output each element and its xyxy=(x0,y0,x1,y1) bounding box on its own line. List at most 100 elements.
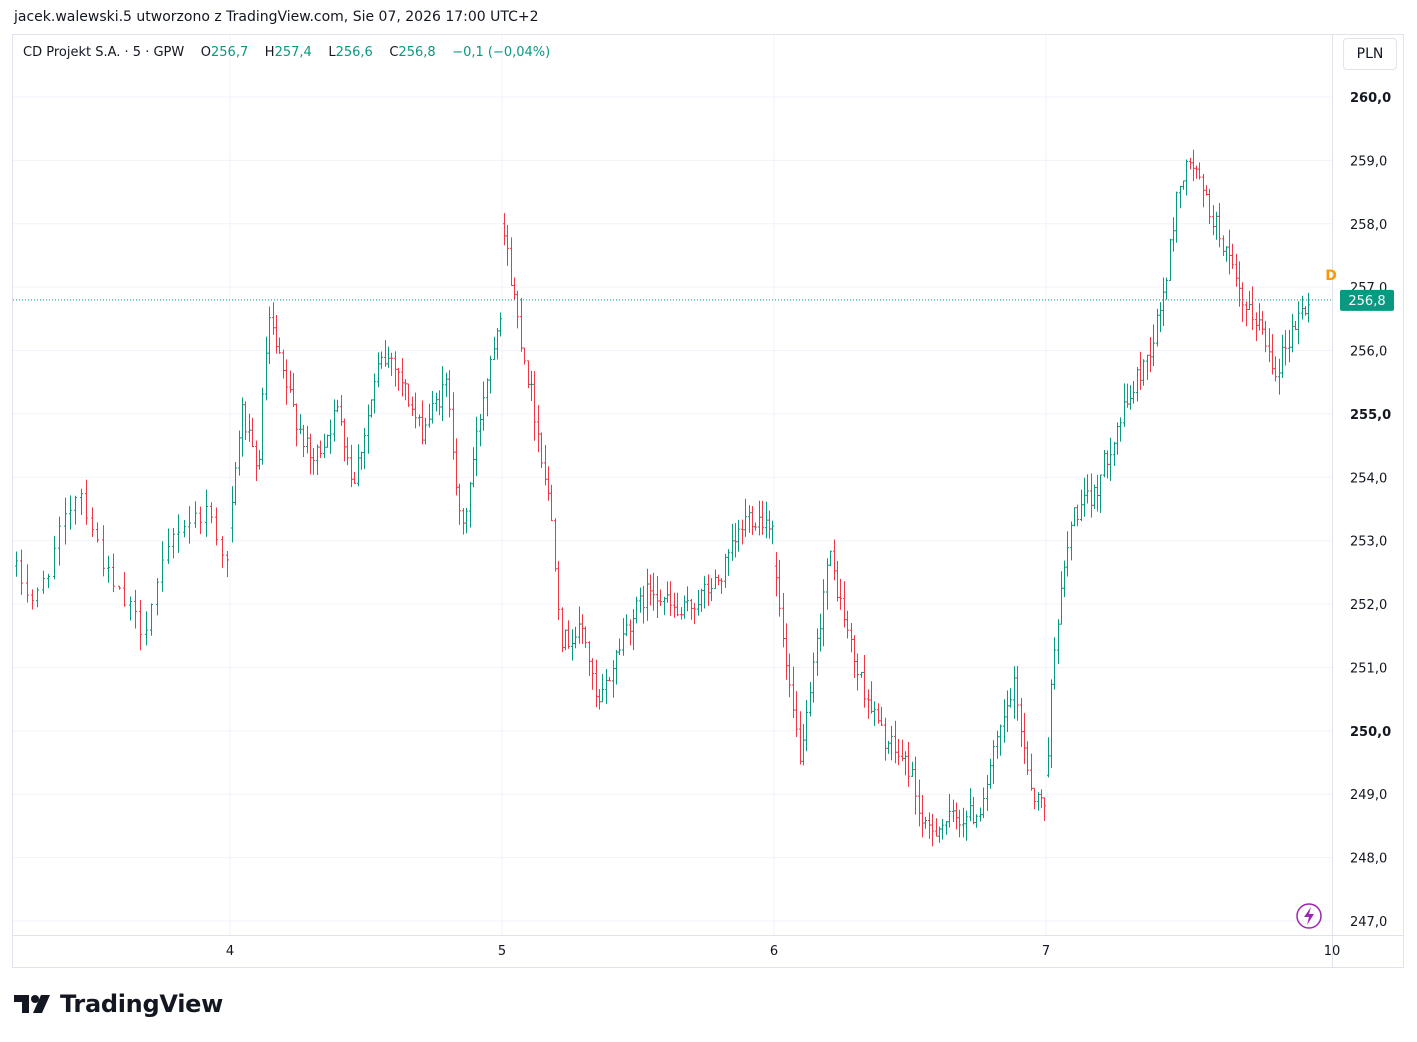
ohlc-bar xyxy=(188,506,191,544)
ohlc-bar xyxy=(47,573,50,589)
ohlc-bar xyxy=(350,444,353,488)
ohlc-bar xyxy=(462,508,465,535)
last-price-badge xyxy=(1340,289,1394,311)
ohlc-bar xyxy=(877,703,880,724)
ohlc-bar xyxy=(897,738,900,766)
ohlc-bar xyxy=(880,706,883,727)
ohlc-bar xyxy=(299,414,302,435)
ohlc-bar xyxy=(1258,303,1261,331)
ohlc-bar xyxy=(397,367,400,391)
ohlc-bar xyxy=(996,730,999,759)
ohlc-bar xyxy=(547,466,550,501)
ohlc-bar xyxy=(894,720,897,764)
ohlc-bar xyxy=(458,483,461,525)
ohlc-bar xyxy=(289,370,292,393)
axes: 247,0 248,0 249,0 250,0 251,0 252,0 253,0 254,0… xyxy=(13,35,1403,967)
lightning-icon xyxy=(1296,903,1322,929)
y-tick-label: 247,0 xyxy=(1350,915,1387,930)
ohlc-bar xyxy=(428,403,431,428)
ohlc-bar xyxy=(510,237,513,287)
ohlc-bar xyxy=(669,581,672,617)
ohlc-bar xyxy=(731,523,734,561)
ohlc-bar xyxy=(761,500,764,535)
ohlc-bar xyxy=(652,572,655,611)
ohlc-bar xyxy=(928,812,931,839)
ohlc-bar xyxy=(285,359,288,405)
ohlc-bar xyxy=(1030,753,1033,791)
ohlc-bar xyxy=(1106,450,1109,479)
y-tick-label: 251,0 xyxy=(1350,661,1387,676)
ohlc-bar xyxy=(373,373,376,414)
ohlc-bar xyxy=(676,592,679,617)
ohlc-bar xyxy=(649,574,652,606)
ohlc-bar xyxy=(134,589,137,629)
ohlc-bar xyxy=(1215,211,1218,240)
ohlc-bar xyxy=(312,448,315,475)
ohlc-bar xyxy=(1026,741,1029,775)
ohlc-bar xyxy=(1245,301,1248,327)
ohlc-bar xyxy=(1208,188,1211,225)
chart-frame xyxy=(12,34,1404,968)
ohlc-bar xyxy=(992,740,995,785)
ohlc-bar xyxy=(901,739,904,762)
ohlc-bar xyxy=(856,653,859,691)
ohlc-bar xyxy=(741,519,744,545)
ohlc-bar xyxy=(867,689,870,719)
ohlc-bar xyxy=(177,514,180,553)
ohlc-bar xyxy=(904,751,907,776)
ohlc-bar xyxy=(248,413,251,442)
ohlc-bar xyxy=(578,606,581,644)
ohlc-bar xyxy=(414,392,417,429)
ohlc-bar xyxy=(1248,291,1251,311)
ohlc-bar xyxy=(1291,313,1294,353)
ohlc-bar xyxy=(1205,185,1208,196)
ohlc-bar xyxy=(42,570,45,594)
ohlc-bar xyxy=(544,445,547,486)
ohlc-bar xyxy=(503,213,506,246)
ohlc-bar xyxy=(530,370,533,402)
symbol-name[interactable]: CD Projekt S.A. · 5 · GPW xyxy=(23,45,185,60)
ohlc-bar xyxy=(540,432,543,469)
ohlc-bar xyxy=(26,564,29,603)
ohlc-bar xyxy=(1189,157,1192,170)
ohlc-bar xyxy=(1063,560,1066,598)
ohlc-bar xyxy=(1146,354,1149,380)
ohlc-bar xyxy=(727,549,730,576)
ohlc-bar xyxy=(1255,312,1258,342)
ohlc-bar xyxy=(564,629,567,651)
ohlc-bar xyxy=(595,659,598,708)
ohlc-bar xyxy=(316,444,319,475)
ohlc-bar xyxy=(608,676,611,682)
ohlc-bar xyxy=(292,373,295,407)
ohlc-bar xyxy=(714,569,717,590)
currency-button[interactable]: PLN xyxy=(1343,38,1397,70)
price-overlay: 256,8 D xyxy=(13,268,1394,929)
ohlc-bar xyxy=(829,550,832,567)
ohlc-bar xyxy=(788,653,791,698)
ohlc-bar xyxy=(150,603,153,636)
ohlc-bar xyxy=(215,507,218,546)
ohlc-bar xyxy=(948,793,951,828)
ohlc-bar xyxy=(234,462,237,506)
ohlc-bar xyxy=(629,619,632,646)
ohlc-bar xyxy=(31,589,34,610)
ohlc-bar xyxy=(982,787,985,819)
ohlc-bar xyxy=(401,358,404,397)
tradingview-logo[interactable]: TradingView xyxy=(14,990,223,1018)
ohlc-bar xyxy=(1281,334,1284,379)
ohlc-bar xyxy=(102,525,105,577)
ohlc-bar xyxy=(846,610,849,639)
ohlc-bar xyxy=(751,506,754,536)
ohlc-bar xyxy=(1288,329,1291,363)
ohlc-bar xyxy=(778,559,781,617)
ohlc-bar xyxy=(1066,531,1069,577)
close-label: C xyxy=(389,45,399,60)
ohlc-bar xyxy=(306,425,309,454)
ohlc-bar xyxy=(58,516,61,566)
ohlc-bar xyxy=(516,290,519,329)
y-tick-label: 258,0 xyxy=(1350,218,1387,233)
ohlc-bar xyxy=(64,497,67,545)
ohlc-bar xyxy=(931,813,934,847)
ohlc-bar xyxy=(357,444,360,487)
